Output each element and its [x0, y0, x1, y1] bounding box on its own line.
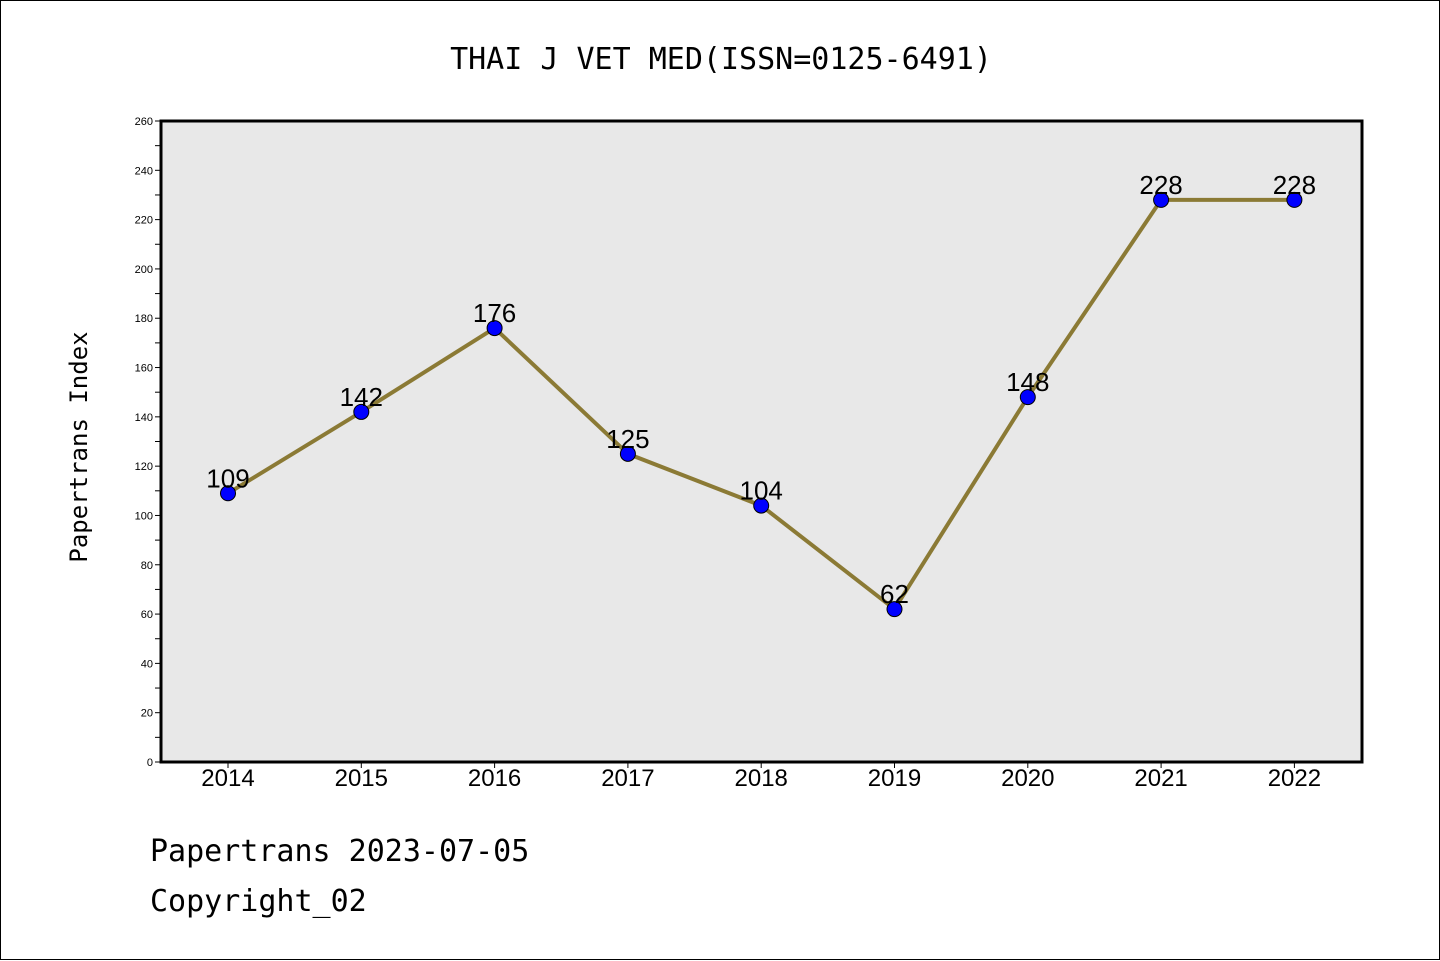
data-point — [753, 497, 770, 514]
x-tick-label: 2016 — [468, 765, 521, 792]
y-tick-label: 200 — [135, 264, 153, 276]
footer-copyright-text: Copyright_02 — [150, 884, 367, 919]
data-point — [1153, 191, 1170, 208]
y-tick-label: 60 — [141, 609, 153, 621]
data-label: 142 — [340, 382, 383, 412]
data-label: 176 — [473, 298, 516, 328]
x-tick-label: 2015 — [335, 765, 388, 792]
x-tick-label: 2021 — [1134, 765, 1187, 792]
data-point — [1019, 389, 1036, 406]
x-axis-ticks: 2014 2015 2016 2017 2018 2019 2020 2021 2022 — [201, 762, 1321, 792]
data-point — [353, 403, 370, 420]
x-tick-label: 2017 — [601, 765, 654, 792]
y-tick-label: 80 — [141, 560, 153, 572]
y-tick-label: 220 — [135, 215, 153, 227]
data-point — [619, 445, 636, 462]
data-label: 228 — [1139, 170, 1182, 200]
data-point — [886, 601, 903, 618]
footer-date-text: Papertrans 2023-07-05 — [150, 834, 530, 869]
x-tick-label: 2022 — [1268, 765, 1321, 792]
y-tick-label: 20 — [141, 708, 153, 720]
y-axis-ticks: 0 20 40 60 80 100 120 140 160 180 200 220 240 260 — [135, 116, 161, 769]
y-axis-label: Papertrans Index — [65, 331, 93, 562]
data-label: 228 — [1273, 170, 1316, 200]
chart-title: THAI J VET MED(ISSN=0125-6491) — [450, 42, 992, 77]
y-tick-label: 180 — [135, 313, 153, 325]
plot-border — [159, 119, 1364, 764]
data-point — [1286, 191, 1303, 208]
series-layer — [220, 191, 1303, 618]
y-tick-label: 140 — [135, 412, 153, 424]
data-point — [486, 320, 503, 337]
data-label: 62 — [880, 579, 909, 609]
y-tick-label: 240 — [135, 165, 153, 177]
x-tick-label: 2014 — [201, 765, 254, 792]
data-label: 125 — [606, 424, 649, 454]
y-tick-label: 100 — [135, 510, 153, 522]
plot-area — [161, 121, 1362, 762]
y-tick-label: 160 — [135, 363, 153, 375]
x-tick-label: 2018 — [735, 765, 788, 792]
data-point — [220, 485, 236, 502]
data-label: 148 — [1006, 367, 1049, 397]
x-tick-label: 2019 — [868, 765, 921, 792]
y-tick-label: 0 — [147, 757, 153, 769]
data-labels-layer: 109 142 176 125 104 62 148 228 228 — [206, 170, 1316, 609]
y-tick-label: 40 — [141, 658, 153, 670]
x-tick-label: 2020 — [1001, 765, 1054, 792]
y-tick-label: 260 — [135, 116, 153, 128]
data-label: 109 — [206, 463, 249, 493]
data-label: 104 — [740, 476, 783, 506]
y-tick-label: 120 — [135, 461, 153, 473]
